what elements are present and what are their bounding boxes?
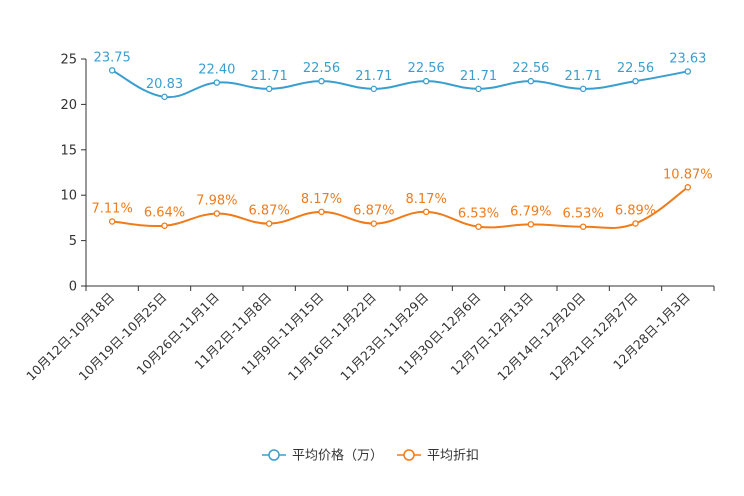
- data-point: [108, 67, 116, 74]
- data-point: [370, 220, 378, 227]
- data-point: [684, 68, 692, 75]
- x-tick-label: 10月19日-10月25日: [75, 290, 169, 384]
- data-point: [370, 85, 378, 93]
- x-axis-ticks: 10月12日-10月18日10月19日-10月25日10月26日-11月1日11…: [23, 286, 715, 384]
- data-point: [475, 223, 482, 230]
- data-point: [579, 85, 587, 93]
- y-tick-label: 15: [60, 143, 77, 158]
- data-label: 7.98%: [196, 194, 237, 209]
- y-tick-label: 20: [60, 98, 77, 113]
- x-tick-label: 10月12日-10月18日: [23, 290, 117, 384]
- series-layer: 23.75 20.83 22.40 21.71 22.56 21.71 22.56 21.71…: [92, 50, 713, 230]
- data-label: 22.56: [303, 61, 340, 76]
- data-point: [161, 222, 168, 229]
- data-label: 7.11%: [92, 201, 133, 216]
- data-label: 23.75: [94, 50, 131, 65]
- legend-item-1[interactable]: 平均折扣: [397, 449, 479, 464]
- data-point: [161, 93, 168, 101]
- data-point: [108, 218, 116, 225]
- x-tick-label: 11月23日-11月29日: [337, 290, 431, 384]
- data-label: 22.40: [198, 63, 235, 78]
- data-point: [318, 208, 325, 216]
- data-point: [422, 77, 430, 85]
- data-point: [579, 223, 587, 230]
- data-point: [527, 77, 535, 85]
- data-label: 23.63: [669, 51, 706, 66]
- legend-label: 平均价格（万）: [292, 448, 383, 464]
- series-line: [112, 186, 689, 229]
- y-tick-label: 10: [60, 189, 77, 204]
- data-label: 20.83: [146, 77, 183, 92]
- data-label: 22.56: [408, 61, 445, 76]
- x-tick-label: 11月16日-11月22日: [285, 290, 379, 384]
- axes: [85, 59, 714, 287]
- data-point: [422, 208, 430, 216]
- data-point: [475, 85, 482, 93]
- y-tick-label: 25: [60, 53, 77, 68]
- data-label: 6.53%: [563, 207, 604, 222]
- data-label: 22.56: [617, 61, 654, 76]
- data-label: 22.56: [512, 61, 549, 76]
- data-label: 21.71: [565, 69, 602, 84]
- data-label: 6.89%: [615, 203, 656, 218]
- data-label: 6.79%: [510, 204, 551, 219]
- data-point: [632, 220, 639, 227]
- legend-label: 平均折扣: [427, 449, 479, 464]
- data-label: 21.71: [460, 69, 497, 84]
- data-point: [684, 184, 692, 191]
- data-point: [318, 77, 325, 85]
- data-label: 21.71: [251, 69, 288, 84]
- data-label: 6.53%: [458, 207, 499, 222]
- series-0: 23.75 20.83 22.40 21.71 22.56 21.71 22.56 21.71…: [94, 50, 706, 101]
- data-label: 6.87%: [249, 204, 290, 219]
- data-point: [213, 210, 221, 217]
- data-point: [527, 221, 535, 228]
- data-point: [213, 79, 221, 86]
- data-point: [265, 220, 273, 227]
- y-tick-label: 0: [69, 280, 77, 295]
- x-tick-label: 12月21日-12月27日: [546, 290, 640, 384]
- series-line: [111, 69, 689, 99]
- data-label: 10.87%: [663, 167, 713, 182]
- legend-marker-icon: [403, 449, 415, 461]
- data-label: 8.17%: [406, 192, 447, 207]
- data-point: [632, 77, 639, 85]
- data-label: 21.71: [355, 69, 392, 84]
- series-1: 7.11% 6.64% 7.98% 6.87% 8.17% 6.87% 8.17% 6.53%…: [92, 167, 713, 230]
- data-label: 6.87%: [353, 204, 394, 219]
- data-point: [265, 85, 273, 93]
- y-tick-label: 5: [69, 234, 77, 249]
- y-axis-ticks: 0 5 10 15 20 25: [60, 53, 86, 295]
- legend-item-0[interactable]: 平均价格（万）: [262, 448, 383, 464]
- legend-marker-icon: [268, 449, 280, 461]
- data-label: 8.17%: [301, 192, 342, 207]
- x-tick-label: 12月14日-12月20日: [494, 290, 588, 384]
- legend: 平均价格（万） 平均折扣: [262, 448, 479, 464]
- data-label: 6.64%: [144, 206, 185, 221]
